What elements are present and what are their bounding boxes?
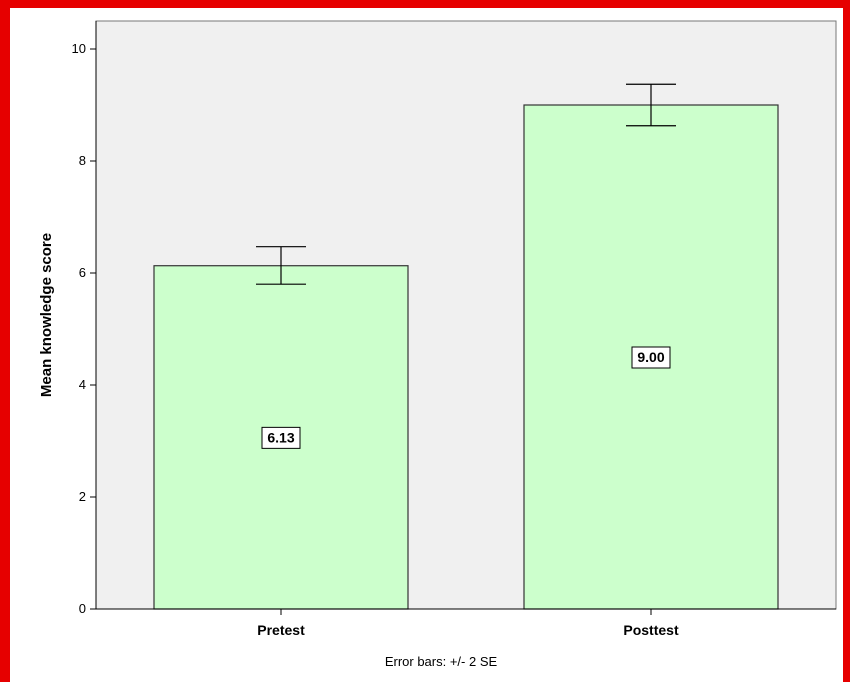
error-bars-footnote: Error bars: +/- 2 SE [385, 654, 498, 669]
x-tick-label-pretest: Pretest [257, 622, 305, 638]
y-tick-label-10: 10 [72, 41, 86, 56]
bars-group: 6.13 9.00 [153, 83, 779, 610]
y-axis-title: Mean knowledge score [38, 233, 55, 397]
y-tick-label-4: 4 [79, 377, 86, 392]
y-tick-label-2: 2 [79, 489, 86, 504]
value-label-pretest: 6.13 [267, 429, 294, 445]
value-label-posttest: 9.00 [637, 349, 664, 365]
y-axis: 0 2 4 6 8 10 [72, 21, 97, 616]
value-label-box-pretest [261, 426, 301, 449]
y-tick-label-6: 6 [79, 265, 86, 280]
x-tick-label-posttest: Posttest [623, 622, 679, 638]
y-tick-label-0: 0 [79, 601, 86, 616]
y-tick-label-8: 8 [79, 153, 86, 168]
value-label-box-posttest [631, 346, 671, 369]
x-axis: Pretest Posttest [96, 608, 836, 638]
